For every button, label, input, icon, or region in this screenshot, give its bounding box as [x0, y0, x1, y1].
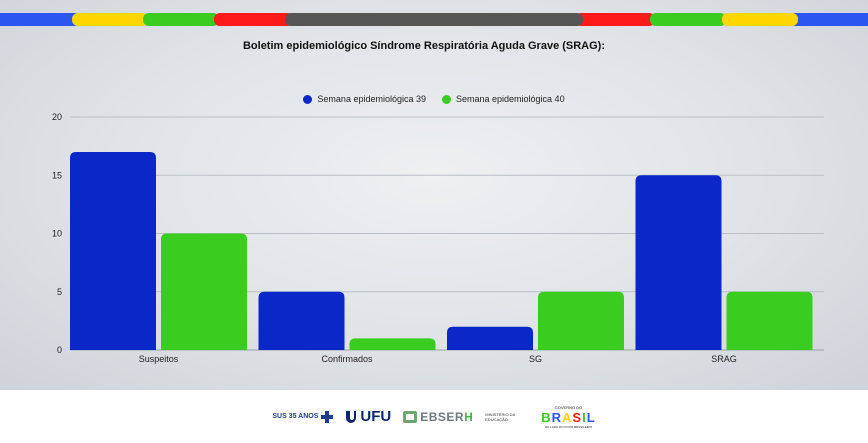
x-tick-label: Confirmados: [321, 354, 373, 364]
y-tick-label: 5: [57, 287, 62, 297]
ufu-logo-text: UFU: [360, 408, 392, 425]
legend-item-week-40: Semana epidemiológica 40: [442, 94, 565, 104]
y-tick-label: 15: [52, 170, 62, 180]
bar-week-40: [349, 338, 436, 350]
y-tick-label: 20: [52, 112, 62, 122]
governo-brasil-word: BRASIL: [541, 410, 595, 425]
governo-brasil-letter: S: [572, 409, 583, 425]
header-color-stripe: [0, 13, 868, 26]
legend-label-week-40: Semana epidemiológica 40: [456, 94, 565, 104]
ebserh-emblem-icon: [403, 410, 418, 423]
ufu-logo: UFU: [345, 408, 391, 425]
bar-week-39: [635, 175, 722, 350]
y-tick-label: 10: [52, 229, 62, 239]
ufu-emblem-icon: [346, 410, 357, 423]
x-tick-label: Suspeitos: [139, 354, 179, 364]
bar-week-40: [726, 291, 813, 350]
ebserh-logo-h: H: [464, 409, 474, 424]
bar-week-39: [258, 291, 345, 350]
bar-week-40: [161, 233, 247, 350]
legend-dot-week-40: [442, 94, 451, 104]
governo-brasil-letter: L: [586, 409, 596, 425]
x-tick-label: SG: [529, 354, 542, 364]
footer-logos: SUS 35 ANOS UFU EBSERH MINISTÉRIO DA EDU…: [0, 390, 868, 443]
ebserh-logo: EBSERH: [403, 410, 473, 424]
governo-brasil-logo: GOVERNO DO BRASIL DO LADO DO POVO BRASIL…: [541, 405, 595, 429]
governo-brasil-letter: I: [582, 409, 587, 425]
plus-icon: [321, 410, 334, 423]
governo-brasil-gov-text: GOVERNO DO: [554, 404, 583, 410]
sus-logo: SUS 35 ANOS: [272, 410, 334, 423]
bar-week-39: [447, 326, 533, 350]
y-tick-label: 0: [57, 345, 62, 355]
legend-dot-week-39: [303, 94, 313, 104]
bar-week-39: [70, 151, 156, 350]
governo-brasil-letter: B: [541, 409, 552, 425]
chart-panel: Boletim epidemiológico Síndrome Respirat…: [0, 0, 868, 390]
governo-brasil-letter: A: [562, 409, 573, 425]
governo-brasil-tagline: DO LADO DO POVO BRASILEIRO: [544, 424, 593, 429]
sus-logo-text: SUS 35 ANOS: [272, 413, 319, 420]
bar-chart: 0 5 10 15 20 Suspeitos Confirmados SG SRAG: [52, 112, 824, 364]
x-tick-label: SRAG: [711, 354, 737, 364]
bar-week-40: [538, 291, 624, 350]
legend-label-week-39: Semana epidemiológica 39: [317, 94, 426, 104]
ebserh-logo-text: EBSER: [420, 409, 465, 424]
chart-legend: Semana epidemiológica 39 Semana epidemio…: [0, 94, 868, 104]
chart-title: Boletim epidemiológico Síndrome Respirat…: [242, 40, 606, 52]
governo-brasil-letter: R: [551, 409, 563, 425]
legend-item-week-39: Semana epidemiológica 39: [303, 94, 426, 104]
mec-logo-text: MINISTÉRIO DA EDUCAÇÃO: [485, 411, 516, 422]
